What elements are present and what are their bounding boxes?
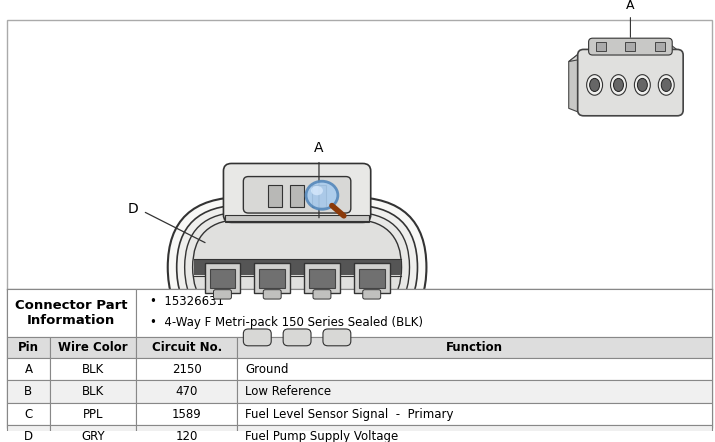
Bar [255,263,290,293]
Ellipse shape [611,75,626,95]
Bar [260,269,285,288]
Bar [237,337,712,358]
Text: A: A [626,0,635,12]
Bar [225,215,369,222]
Ellipse shape [306,181,338,210]
Bar [6,358,50,381]
Bar [194,260,400,275]
Text: BLK: BLK [82,385,104,398]
Bar [136,403,237,425]
Ellipse shape [311,186,323,195]
Ellipse shape [637,78,647,91]
FancyBboxPatch shape [6,289,136,337]
FancyBboxPatch shape [323,329,351,346]
Text: Function: Function [446,341,503,354]
Text: Circuit No.: Circuit No. [152,341,222,354]
FancyBboxPatch shape [224,164,370,222]
FancyBboxPatch shape [243,329,271,346]
Bar [136,381,237,403]
Ellipse shape [586,75,603,95]
Text: A: A [314,141,324,155]
Text: Connector Part
Information: Connector Part Information [15,299,127,327]
Bar [6,425,50,442]
Bar [237,358,712,381]
FancyBboxPatch shape [184,212,410,322]
Text: D: D [127,202,138,216]
FancyBboxPatch shape [578,50,683,116]
Bar [50,425,136,442]
Bar [6,403,50,425]
Text: Fuel Pump Supply Voltage: Fuel Pump Supply Voltage [245,430,398,442]
Text: Low Reference: Low Reference [245,385,332,398]
FancyBboxPatch shape [363,290,380,299]
Ellipse shape [590,78,600,91]
Text: Wire Color: Wire Color [59,341,128,354]
FancyBboxPatch shape [214,290,232,299]
Bar [359,269,385,288]
Text: GRY: GRY [82,430,105,442]
Text: Pin: Pin [18,341,39,354]
Bar [237,425,712,442]
Bar [50,403,136,425]
Bar [596,42,606,51]
Bar [312,185,326,207]
Bar [50,381,136,403]
Text: D: D [24,430,33,442]
Bar [290,185,304,207]
Bar [626,42,636,51]
Text: 1589: 1589 [172,408,202,420]
Ellipse shape [634,75,651,95]
Bar [136,289,712,337]
Polygon shape [568,52,581,113]
FancyBboxPatch shape [192,219,402,316]
Bar [6,381,50,403]
FancyBboxPatch shape [283,329,311,346]
Text: •  4-Way F Metri-pack 150 Series Sealed (BLK): • 4-Way F Metri-pack 150 Series Sealed (… [150,316,423,329]
FancyBboxPatch shape [243,176,351,213]
Text: 2150: 2150 [172,363,202,376]
Ellipse shape [661,78,671,91]
Bar [204,263,240,293]
Bar [6,337,50,358]
Text: C: C [24,408,33,420]
Bar [237,403,712,425]
Text: BLK: BLK [82,363,104,376]
Text: 470: 470 [175,385,198,398]
Bar [309,269,335,288]
FancyBboxPatch shape [313,290,331,299]
FancyBboxPatch shape [177,205,418,329]
FancyBboxPatch shape [263,290,281,299]
Bar [136,337,237,358]
Bar [50,337,136,358]
Bar [304,263,340,293]
Text: Ground: Ground [245,363,289,376]
Bar [209,269,235,288]
Bar [354,263,390,293]
Text: 120: 120 [175,430,198,442]
Polygon shape [568,43,680,61]
FancyBboxPatch shape [588,38,672,55]
Text: B: B [24,385,32,398]
Text: •  15326631: • 15326631 [150,295,224,309]
Bar [136,425,237,442]
Bar [268,185,282,207]
Text: A: A [24,363,32,376]
Bar [136,358,237,381]
Bar [237,381,712,403]
Ellipse shape [613,78,623,91]
Text: PPL: PPL [83,408,104,420]
FancyBboxPatch shape [168,197,426,337]
Text: Fuel Level Sensor Signal  -  Primary: Fuel Level Sensor Signal - Primary [245,408,454,420]
Bar [50,358,136,381]
Bar [656,42,665,51]
Ellipse shape [659,75,674,95]
